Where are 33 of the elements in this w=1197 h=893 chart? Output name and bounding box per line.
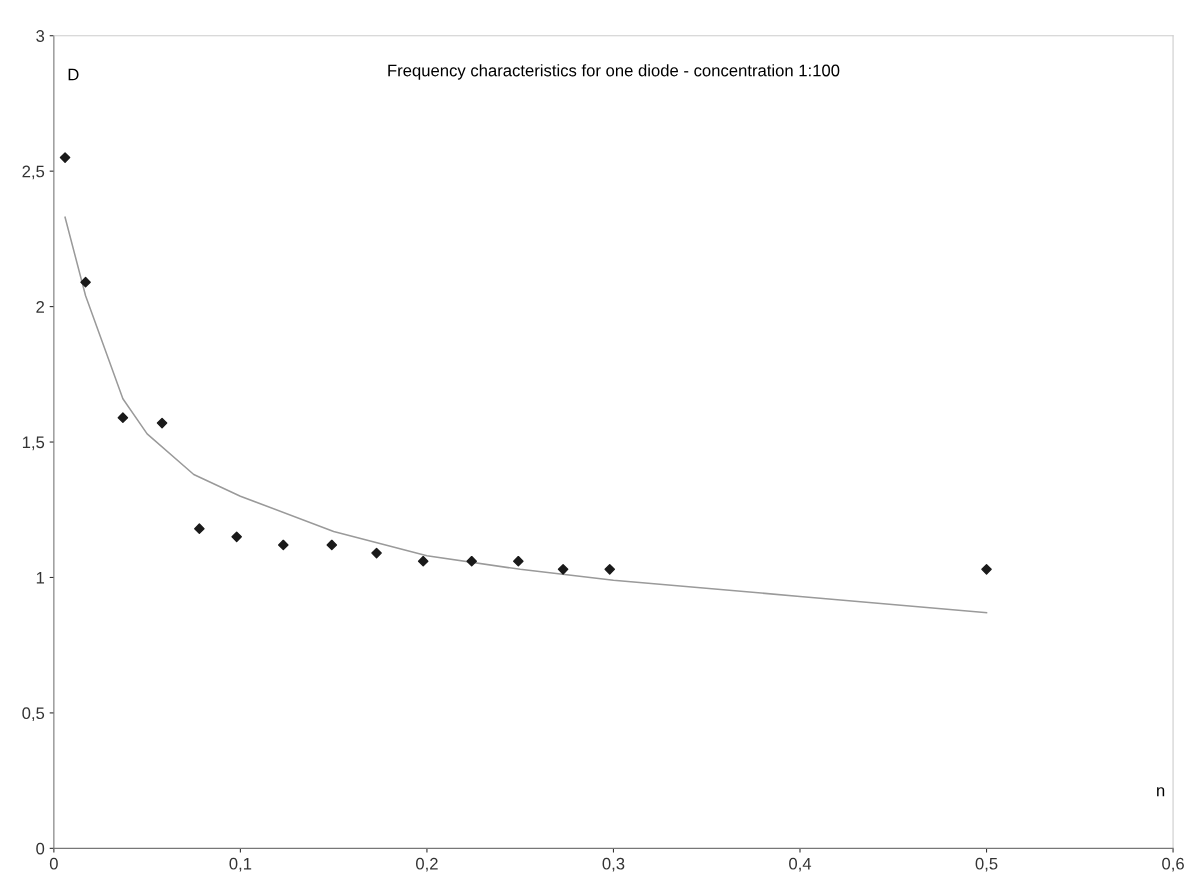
y-tick-label: 0 <box>36 842 45 855</box>
y-tick-label: 3 <box>36 30 45 42</box>
point <box>277 539 289 551</box>
y-tick-label: 2 <box>36 301 44 313</box>
point <box>417 555 429 567</box>
point <box>194 523 205 535</box>
y-tick-label: 2,5 <box>22 165 45 180</box>
point <box>326 539 338 551</box>
point <box>59 152 71 163</box>
point <box>80 276 91 288</box>
point <box>981 564 992 575</box>
y-tick-label: 1,5 <box>22 436 45 451</box>
point <box>371 547 382 559</box>
y-tick-label: 1 <box>36 572 45 584</box>
point <box>604 564 616 575</box>
x-tick-label: 0,2 <box>416 857 438 872</box>
x-tick-label: 0,3 <box>602 857 625 872</box>
point <box>231 531 242 543</box>
y-tick-label: 0,5 <box>22 707 45 722</box>
point <box>466 555 477 567</box>
x-axis-title: n <box>1157 787 1165 797</box>
point <box>117 412 129 423</box>
point <box>156 417 168 429</box>
x-tick-label: 0,6 <box>1162 857 1184 872</box>
x-tick-label: 0 <box>49 857 58 870</box>
point <box>513 555 524 567</box>
text: Frequency characteristics for one diode - concentration 1:100 <box>388 64 840 80</box>
y-axis-title: D <box>68 68 79 81</box>
x-tick-label: 0,1 <box>229 857 252 872</box>
x-tick-label: 0,5 <box>975 857 998 872</box>
line-series <box>64 216 988 614</box>
x-tick-label: 0,4 <box>789 857 812 872</box>
point <box>557 564 569 575</box>
